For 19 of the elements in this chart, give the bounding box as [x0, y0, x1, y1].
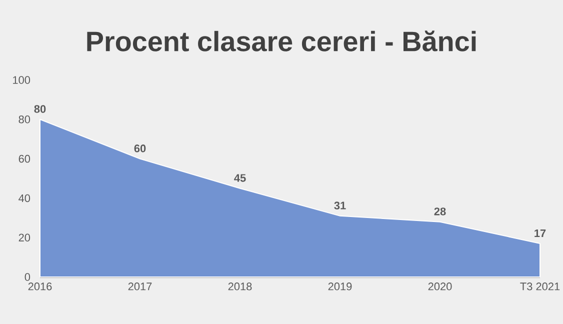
y-tick-label: 20 [18, 234, 30, 242]
y-tick-label: 100 [13, 76, 30, 84]
y-tick-label: 0 [24, 273, 30, 281]
x-tick-label: 2018 [228, 282, 252, 290]
data-label: 31 [334, 202, 346, 210]
x-tick-label: 2020 [428, 282, 452, 290]
y-tick-label: 40 [18, 194, 30, 202]
y-tick-label: 80 [18, 116, 30, 124]
x-tick-label: T3 2021 [520, 282, 560, 290]
data-label: 45 [234, 174, 246, 182]
data-label: 17 [534, 229, 546, 237]
y-tick-label: 60 [18, 154, 30, 163]
chart-title: Procent clasare cereri - Bănci [87, 30, 476, 52]
x-tick-label: 2017 [128, 282, 152, 290]
data-label: 80 [34, 105, 46, 113]
data-label: 60 [134, 144, 146, 152]
x-tick-label: 2019 [328, 282, 352, 290]
x-tick-label: 2016 [28, 282, 52, 290]
data-label: 28 [434, 208, 446, 216]
